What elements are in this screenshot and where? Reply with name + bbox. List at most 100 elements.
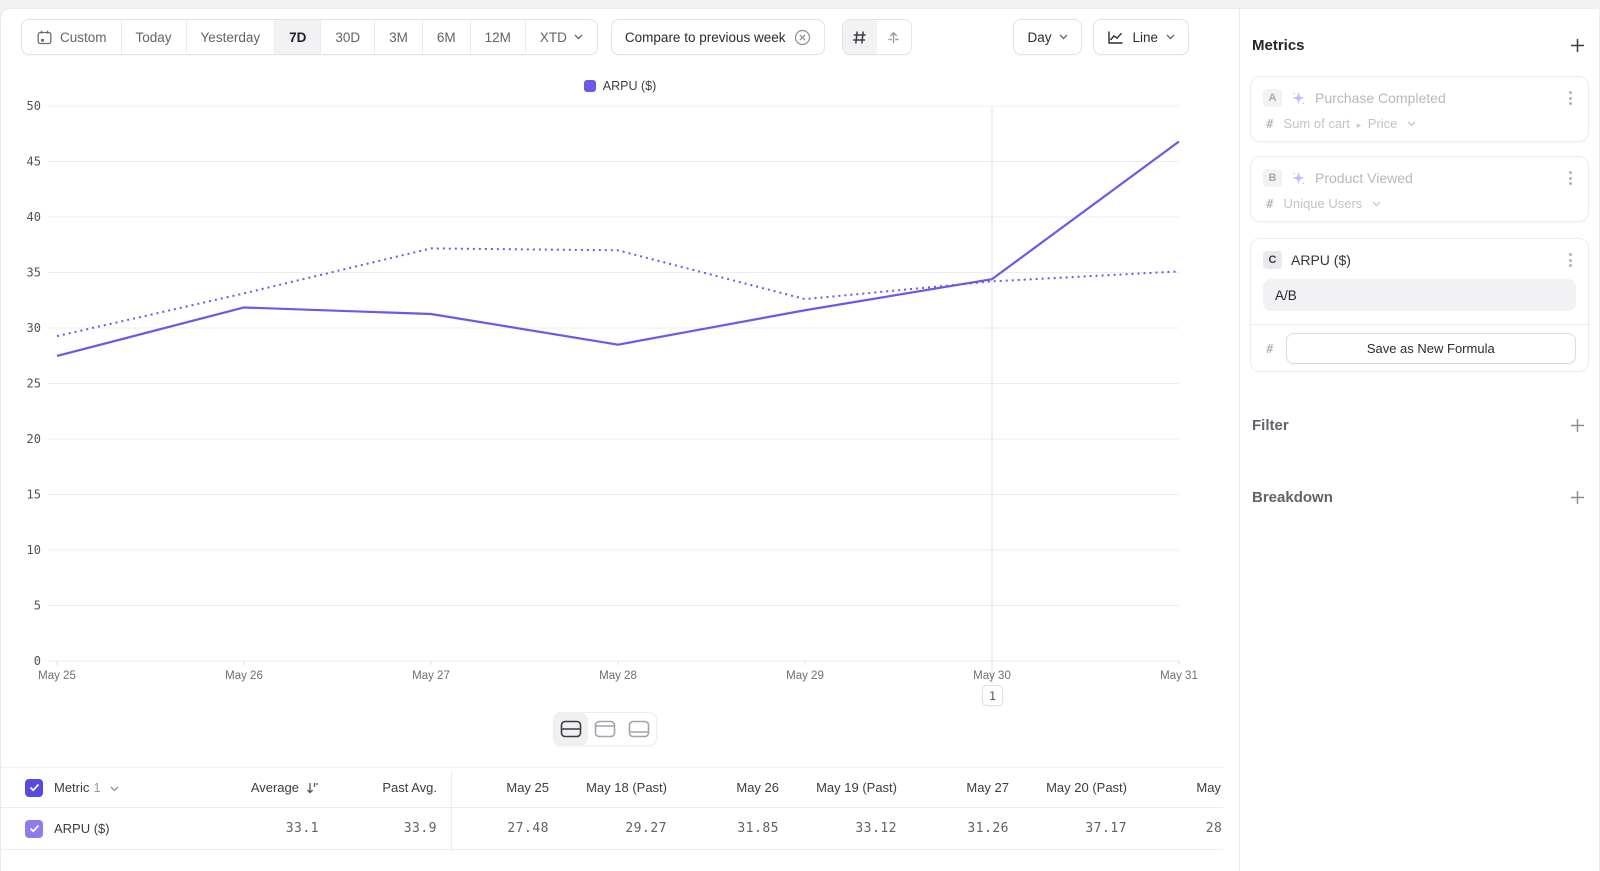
legend-swatch	[583, 80, 596, 92]
layout-bottom-bar-button[interactable]	[622, 713, 656, 745]
x-axis-label: May 29	[786, 670, 824, 682]
table-cell: 37.17	[1085, 821, 1127, 836]
measure-label: Sum of cart ▸ Price	[1283, 116, 1398, 131]
table-cell: 31.85	[737, 821, 779, 836]
chart-options-group	[841, 19, 912, 55]
panel-layout-toggle	[553, 712, 657, 746]
range-6m[interactable]: 6M	[423, 20, 471, 54]
range-3m[interactable]: 3M	[375, 20, 423, 54]
add-breakdown-button[interactable]	[1567, 487, 1587, 507]
measure-dropdown[interactable]: # Unique Users	[1251, 187, 1588, 211]
table-cell: 31.26	[967, 821, 1009, 836]
calendar-icon	[37, 30, 52, 44]
results-table: Metric 1 Average Past Avg. May 25 May 18 (Pa…	[1, 767, 1223, 850]
table-header-row: Metric 1 Average Past Avg. May 25 May 18 (Pa…	[1, 768, 1223, 808]
range-today[interactable]: Today	[122, 20, 187, 54]
legend-label: ARPU ($)	[602, 79, 657, 93]
column-header: May 25	[506, 780, 549, 795]
metric-card-b[interactable]: B Product Viewed # Unique Users	[1250, 156, 1589, 222]
hash-icon	[853, 30, 866, 44]
chart-panel: Custom Today Yesterday 7D 30D 3M 6M 12M XTD Comp…	[1, 9, 1239, 871]
formula-input[interactable]	[1263, 279, 1576, 311]
granularity-label: Day	[1027, 29, 1052, 45]
metric-options-menu[interactable]	[1565, 251, 1576, 269]
legend-item-arpu[interactable]: ARPU ($)	[583, 79, 657, 93]
bottom-bar-icon	[628, 720, 650, 738]
column-header: May 26	[736, 780, 779, 795]
layout-top-bar-button[interactable]	[588, 713, 622, 745]
arpu-line-chart: 0 5 10 15 20 25 30 35 40 45 50 May 25 May 26 May 27 Ma…	[27, 99, 1198, 684]
column-header: May 27	[966, 780, 1009, 795]
column-header[interactable]: Average	[226, 780, 331, 795]
plus-icon	[1570, 38, 1584, 52]
chevron-down-icon	[1166, 34, 1175, 40]
metric-badge-a: A	[1263, 89, 1282, 107]
chart-toolbar: Custom Today Yesterday 7D 30D 3M 6M 12M XTD Comp…	[21, 19, 1189, 55]
hash-icon: #	[1266, 341, 1274, 356]
y-axis-label: 25	[27, 377, 41, 391]
save-as-new-formula-button[interactable]: Save as New Formula	[1285, 333, 1576, 364]
metric-name: Product Viewed	[1315, 170, 1413, 186]
row-checkbox[interactable]	[25, 819, 43, 838]
value-labels-toggle[interactable]	[842, 20, 877, 54]
measure-label: Unique Users	[1283, 196, 1363, 211]
range-12m[interactable]: 12M	[471, 20, 526, 54]
y-axis-label: 10	[27, 543, 41, 557]
chart-type-select[interactable]: Line	[1093, 19, 1189, 55]
series-solid	[56, 140, 1180, 358]
compare-button[interactable]: Compare to previous week	[610, 19, 825, 55]
y-axis-label: 50	[27, 99, 41, 113]
column-header: May 19 (Past)	[816, 780, 897, 795]
metric-name: Purchase Completed	[1315, 90, 1446, 106]
table-row: ARPU ($) 33.1 33.9 27.48 29.27 31.85 33.12 31.…	[1, 808, 1223, 850]
y-axis-label: 20	[27, 432, 41, 446]
chevron-down-icon	[1059, 34, 1068, 40]
y-axis-label: 15	[27, 488, 41, 502]
chart-type-label: Line	[1132, 29, 1158, 45]
sort-icon[interactable]	[305, 781, 319, 795]
report-canvas: Custom Today Yesterday 7D 30D 3M 6M 12M XTD Comp…	[0, 8, 1600, 871]
layout-split-horizontal-button[interactable]	[554, 713, 588, 745]
x-axis-label: May 31	[1160, 670, 1198, 682]
query-sidebar: Metrics A Purchase Completed #	[1239, 9, 1599, 871]
column-header: Past Avg.	[382, 780, 437, 795]
range-custom[interactable]: Custom	[22, 20, 122, 54]
metric-card-a[interactable]: A Purchase Completed # Sum of cart ▸ Pri…	[1250, 76, 1589, 142]
annotations-toggle[interactable]	[877, 20, 911, 54]
y-axis-label: 0	[34, 654, 41, 668]
x-axis-label: May 27	[412, 670, 450, 682]
hash-icon: #	[1266, 116, 1274, 131]
metric-name: ARPU ($)	[1291, 252, 1351, 268]
frozen-column-divider	[451, 771, 452, 851]
select-all-checkbox[interactable]	[25, 778, 43, 797]
y-axis-label: 35	[27, 266, 41, 280]
add-filter-button[interactable]	[1567, 415, 1587, 435]
measure-dropdown[interactable]: # Sum of cart ▸ Price	[1251, 107, 1588, 131]
chevron-down-icon	[574, 34, 583, 40]
granularity-select[interactable]: Day	[1013, 19, 1083, 55]
x-axis-label: May 28	[599, 670, 637, 682]
breakdown-section-title: Breakdown	[1252, 488, 1333, 506]
metric-header-label: Metric	[54, 780, 90, 795]
column-header: May 18 (Past)	[586, 780, 667, 795]
hash-icon: #	[1266, 196, 1274, 211]
arrow-up-baseline-icon	[888, 31, 899, 43]
metric-column-dropdown[interactable]: Metric 1	[54, 780, 119, 795]
plus-icon	[1570, 490, 1584, 504]
y-axis-label: 30	[27, 321, 41, 335]
add-metric-button[interactable]	[1567, 35, 1587, 55]
metric-options-menu[interactable]	[1565, 169, 1576, 187]
range-yesterday[interactable]: Yesterday	[187, 20, 276, 54]
top-bar-icon	[594, 720, 616, 738]
chevron-down-icon	[1372, 201, 1381, 206]
range-xtd[interactable]: XTD	[526, 20, 597, 54]
series-dotted	[56, 247, 1180, 338]
metric-options-menu[interactable]	[1565, 89, 1576, 107]
range-7d[interactable]: 7D	[275, 20, 322, 54]
sparkle-icon	[1292, 171, 1305, 184]
annotation-marker[interactable]: 1	[982, 685, 1003, 706]
range-30d[interactable]: 30D	[321, 20, 376, 54]
metric-card-c[interactable]: C ARPU ($) # Save as New Formula	[1250, 238, 1589, 372]
remove-compare-icon[interactable]	[794, 29, 811, 46]
date-range-group: Custom Today Yesterday 7D 30D 3M 6M 12M XTD	[21, 19, 598, 55]
